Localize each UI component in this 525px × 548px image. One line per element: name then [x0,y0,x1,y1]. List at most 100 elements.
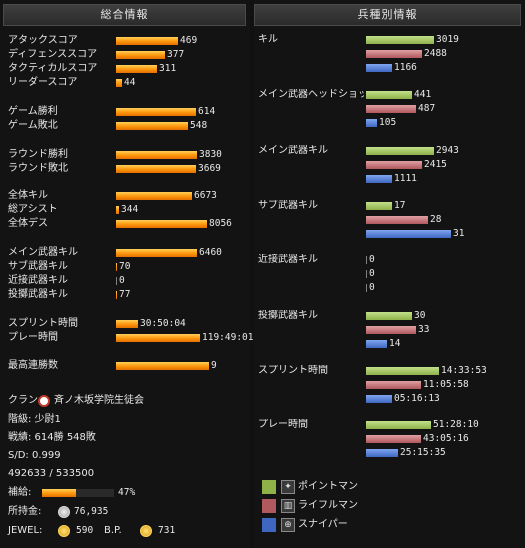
stat-value: 0 [119,275,125,286]
class-stat-label: サブ武器キル [258,200,318,211]
class-stat-bar [366,147,434,155]
class-stat-value: 2943 [436,145,459,156]
stat-value: 344 [121,204,139,215]
stat-value: 377 [167,49,185,60]
stat-label: 近接武器キル [8,275,68,286]
stat-label: アタックスコア [8,35,78,46]
class-stat-value: 487 [418,103,436,114]
class-stat-value: 0 [369,254,375,265]
stat-bar [116,65,157,73]
jewel-value: 590 [76,525,94,536]
class-stat-value: 0 [369,268,375,279]
legend-swatch [262,499,276,513]
class-stat-value: 14 [389,338,401,349]
stat-label: メイン武器キル [8,247,78,258]
stat-bar [116,220,207,228]
supply-track [42,489,114,497]
class-stat-value: 2488 [424,48,447,59]
class-stat-value: 1111 [394,173,417,184]
class-stat-label: プレー時間 [258,419,308,430]
class-stat-bar [366,202,392,210]
stat-bar [116,108,196,116]
clan-label: クラン: [8,395,42,406]
clan-emblem-icon [38,395,50,407]
legend-label: スナイパー [298,519,348,530]
stat-value: 3830 [199,149,222,160]
class-stat-label: 投擲武器キル [258,310,318,321]
class-stat-bar [366,91,412,99]
class-stat-value: 0 [369,282,375,293]
class-stat-value: 43:05:16 [423,433,469,444]
stat-bar [116,263,117,271]
class-stat-value: 33 [418,324,430,335]
stat-label: リーダースコア [8,77,78,88]
class-stat-value: 05:16:13 [394,393,440,404]
class-stat-bar [366,340,387,348]
stat-bar [116,206,119,214]
class-stat-value: 17 [394,200,406,211]
stat-label: ラウンド勝利 [8,149,68,160]
stat-label: ゲーム勝利 [8,106,58,117]
class-stat-bar [366,175,392,183]
stat-label: 全体キル [8,190,48,201]
class-stat-label: メイン武器キル [258,145,328,156]
sd-text: S/D: 0.999 [8,450,61,461]
class-stat-value: 28 [430,214,442,225]
money-label: 所持金: [8,506,42,517]
class-stat-bar-empty [366,270,367,278]
class-stat-bar [366,449,398,457]
class-stat-bar-empty [366,256,367,264]
stat-value: 614 [198,106,216,117]
class-stat-bar [366,119,377,127]
class-stat-value: 441 [414,89,432,100]
stat-bar [116,51,165,59]
legend-label: ポイントマン [298,481,358,492]
class-stat-bar [366,395,392,403]
class-stat-label: メイン武器ヘッドショット [258,89,364,100]
class-stat-value: 105 [379,117,397,128]
stat-bar [116,249,197,257]
class-stat-value: 3019 [436,34,459,45]
record-text: 戦績: 614勝 548敗 [8,432,96,443]
class-stat-bar [366,230,451,238]
jewel-label: JEWEL: [8,525,43,536]
stat-label: ディフェンススコア [8,49,98,60]
stat-value: 6673 [194,190,217,201]
class-stat-label: キル [258,34,278,45]
class-stat-value: 14:33:53 [441,365,487,376]
class-stat-label: スプリント時間 [258,365,328,376]
stat-bar [116,122,188,130]
legend-swatch [262,518,276,532]
stat-bar [116,362,209,370]
class-stat-bar [366,105,416,113]
stat-value: 9 [211,360,217,371]
stat-label: 総アシスト [8,204,58,215]
class-stat-value: 2415 [424,159,447,170]
class-stat-bar-empty [366,284,367,292]
class-stat-bar [366,326,416,334]
stat-label: タクティカルスコア [8,63,98,74]
sniper-icon: ⊕ [281,518,295,532]
class-stat-bar [366,367,439,375]
stat-bar [116,291,117,299]
stat-value: 8056 [209,218,232,229]
stat-value: 311 [159,63,177,74]
legend-swatch [262,480,276,494]
stat-label: スプリント時間 [8,318,78,329]
stat-value: 548 [190,120,208,131]
stat-label: 投擲武器キル [8,289,68,300]
stat-value: 77 [119,289,131,300]
supply-percent: 47% [118,487,136,498]
clan-name[interactable]: 斉ノ木坂学院生徒会 [54,395,144,406]
stat-bar [116,192,192,200]
supply-bar [42,489,76,497]
stat-value: 30:50:04 [140,318,186,329]
stat-bar [116,79,122,87]
stat-label: ゲーム敗北 [8,120,58,131]
class-stat-bar [366,435,421,443]
class-stat-bar [366,161,422,169]
stat-value: 119:49:01 [202,332,254,343]
stat-bar [116,151,197,159]
stat-value: 3669 [198,163,221,174]
class-stat-bar [366,312,412,320]
